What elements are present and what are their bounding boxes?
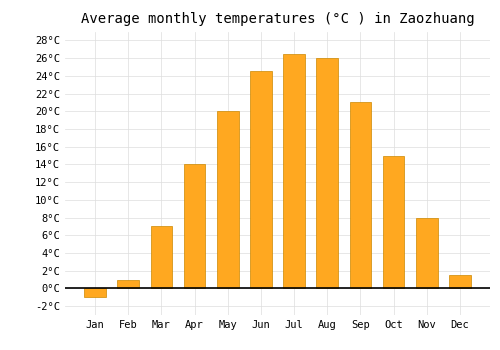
Bar (316, 58, 338, 288)
Bar (284, 54, 305, 288)
Bar (449, 275, 470, 288)
Bar (416, 218, 438, 288)
Bar (217, 111, 238, 288)
Title: Average monthly temperatures (°C ) in Zaozhuang: Average monthly temperatures (°C ) in Za… (80, 12, 474, 26)
Bar (250, 71, 272, 288)
Bar (118, 280, 139, 288)
Bar (350, 102, 371, 288)
Bar (84, 288, 106, 297)
Bar (383, 155, 404, 288)
Bar (184, 164, 206, 288)
Bar (150, 226, 172, 288)
